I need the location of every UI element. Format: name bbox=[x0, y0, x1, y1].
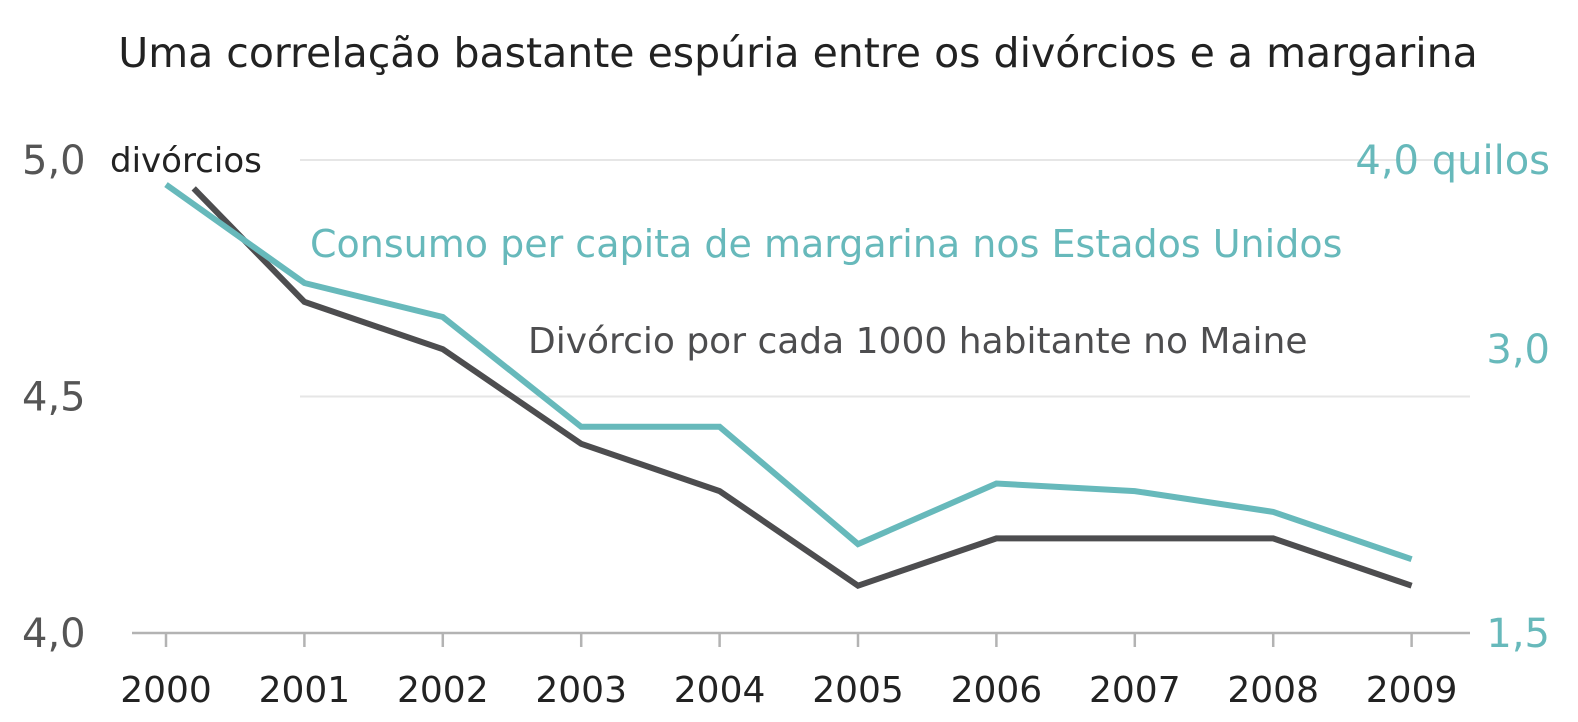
x-tick-label: 2003 bbox=[535, 670, 627, 711]
margarine-series-label: Consumo per capita de margarina nos Esta… bbox=[310, 222, 1342, 266]
chart-title: Uma correlação bastante espúria entre os… bbox=[118, 29, 1478, 77]
x-tick-label: 2002 bbox=[397, 670, 489, 711]
series-labels: Consumo per capita de margarina nos Esta… bbox=[310, 222, 1342, 362]
x-tick-label: 2009 bbox=[1366, 670, 1458, 711]
x-tick-label: 2001 bbox=[259, 670, 351, 711]
x-tick-label: 2007 bbox=[1089, 670, 1181, 711]
left-axis-unit: divórcios bbox=[110, 141, 262, 181]
tick-labels: 2000 2001 2002 2003 2004 2005 2006 2007 2008 2009… bbox=[22, 138, 1550, 711]
right-tick-label: 3,0 bbox=[1486, 327, 1550, 373]
right-tick-label: 1,5 bbox=[1486, 611, 1550, 657]
divorce-series-label: Divórcio por cada 1000 habitante no Main… bbox=[528, 321, 1308, 362]
x-tick-label: 2006 bbox=[951, 670, 1043, 711]
margarine-series-line bbox=[164, 182, 1413, 563]
x-tick-label: 2004 bbox=[674, 670, 766, 711]
x-tick-label: 2005 bbox=[812, 670, 904, 711]
x-tick-label: 2000 bbox=[120, 670, 212, 711]
divorce-series-line bbox=[191, 186, 1413, 590]
left-tick-label: 5,0 bbox=[22, 138, 86, 184]
right-tick-label-with-unit: 4,0 quilos bbox=[1355, 138, 1550, 184]
x-tick-label: 2008 bbox=[1227, 670, 1319, 711]
left-tick-label: 4,5 bbox=[22, 375, 86, 421]
series-lines bbox=[164, 182, 1413, 590]
gridlines bbox=[132, 159, 1470, 635]
left-tick-label: 4,0 bbox=[22, 611, 86, 657]
